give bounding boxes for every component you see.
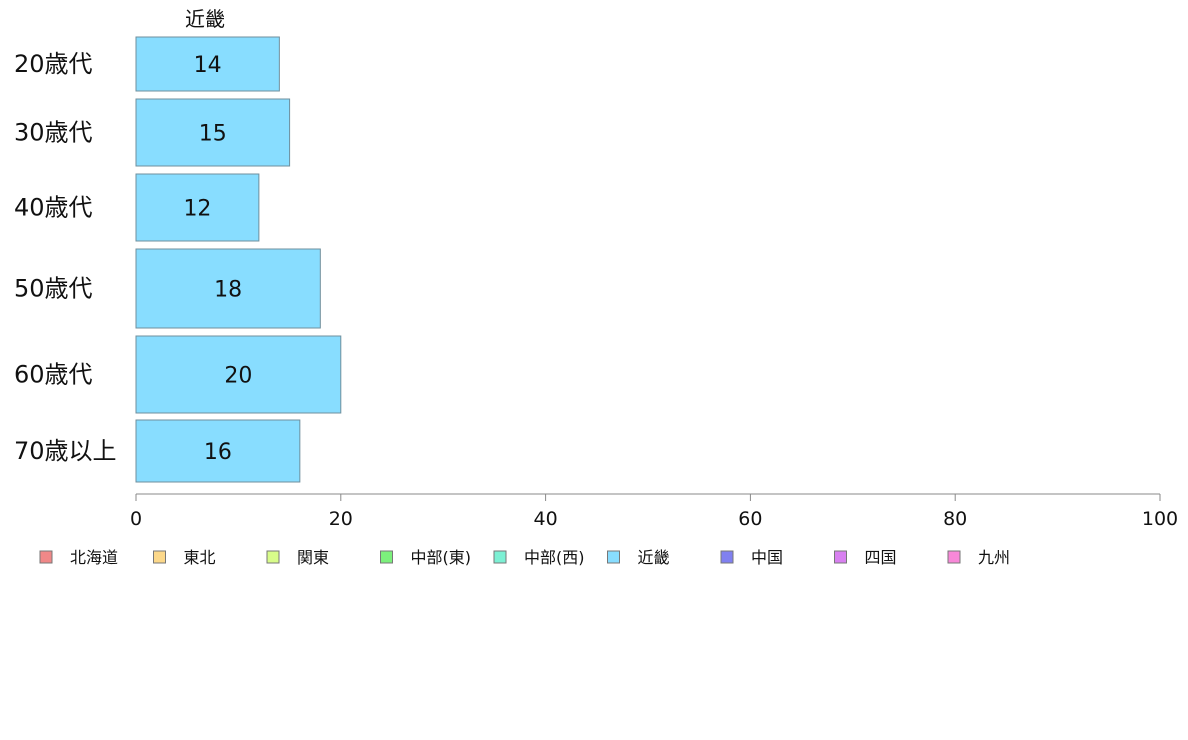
legend-label: 中部(東) <box>411 548 472 567</box>
legend-swatch <box>39 550 53 564</box>
category-label: 60歳代 <box>14 361 93 389</box>
bar-value-label: 16 <box>204 440 232 465</box>
category-label: 40歳代 <box>14 194 93 222</box>
category-label: 70歳以上 <box>14 437 117 465</box>
x-tick-label: 0 <box>130 508 142 530</box>
legend-label: 東北 <box>184 548 216 567</box>
x-tick-label: 40 <box>534 508 558 530</box>
bar <box>135 98 291 167</box>
legend-swatch <box>720 550 734 564</box>
legend-label: 関東 <box>297 548 329 567</box>
legend-label: 近畿 <box>638 548 670 567</box>
bar <box>135 248 321 329</box>
x-axis: 0 20 40 60 80 100 <box>130 493 1178 530</box>
bar-value-label: 15 <box>199 122 227 147</box>
category-label: 50歳代 <box>14 275 93 303</box>
legend-label: 中部(西) <box>524 548 585 567</box>
bar <box>135 173 260 242</box>
bar <box>135 419 301 483</box>
category-label: 20歳代 <box>14 50 93 78</box>
legend-swatch <box>380 550 393 564</box>
bar-value-label: 12 <box>183 197 211 222</box>
legend-swatch <box>947 550 961 564</box>
legend-swatch <box>153 550 166 564</box>
x-tick-label: 60 <box>738 508 762 530</box>
legend: 北海道 東北 関東 中部(東) 中部(西) 近畿 中国 四国 九州 <box>39 548 1010 567</box>
bar <box>135 335 342 414</box>
legend-swatch <box>834 550 847 564</box>
x-tick-label: 80 <box>943 508 967 530</box>
legend-swatch <box>493 550 507 564</box>
legend-label: 北海道 <box>70 548 118 567</box>
legend-label: 中国 <box>751 548 783 567</box>
x-tick-label: 100 <box>1142 508 1178 530</box>
bar-value-label: 18 <box>214 278 242 303</box>
legend-label: 四国 <box>865 548 897 567</box>
bar-value-label: 14 <box>194 53 222 78</box>
legend-swatch <box>266 550 280 564</box>
bars-layer: 20歳代 14 30歳代 15 40歳代 12 50歳代 18 60歳代 20 70歳以上 16 <box>14 36 342 483</box>
legend-swatch <box>607 550 620 564</box>
bar <box>135 36 280 92</box>
panel-title: 近畿 <box>185 7 225 31</box>
category-label: 30歳代 <box>14 119 93 147</box>
legend-label: 九州 <box>978 548 1010 567</box>
x-tick-label: 20 <box>329 508 353 530</box>
bar-value-label: 20 <box>224 364 252 389</box>
